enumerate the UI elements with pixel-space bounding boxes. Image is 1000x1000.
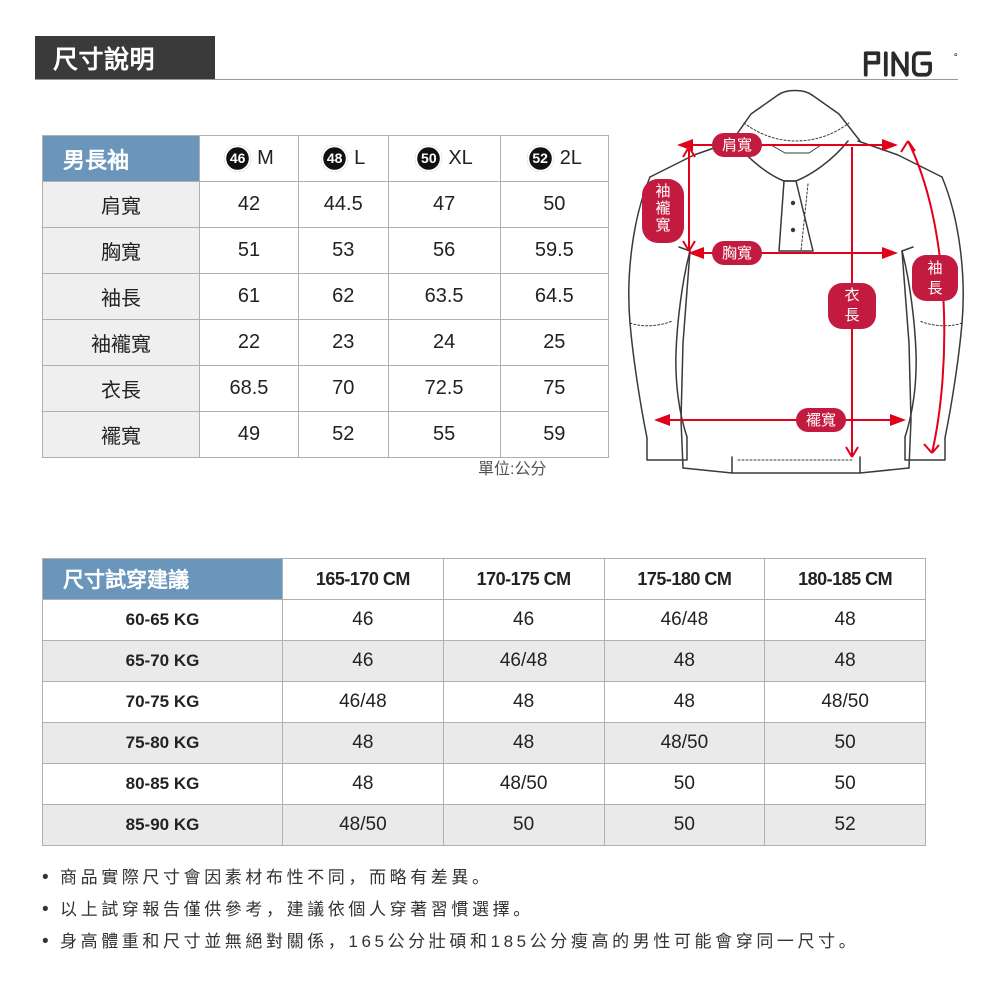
svg-text:袖: 袖 xyxy=(927,260,942,277)
svg-text:肩寬: 肩寬 xyxy=(722,136,752,154)
svg-text:長: 長 xyxy=(844,307,859,324)
svg-text:袖: 袖 xyxy=(655,183,670,200)
svg-text:襬寬: 襬寬 xyxy=(806,411,836,429)
svg-text:襱: 襱 xyxy=(655,200,670,217)
svg-text:胸寬: 胸寬 xyxy=(722,244,752,262)
svg-text:長: 長 xyxy=(927,280,942,297)
svg-text:寬: 寬 xyxy=(655,216,670,234)
svg-text:衣: 衣 xyxy=(844,287,859,304)
